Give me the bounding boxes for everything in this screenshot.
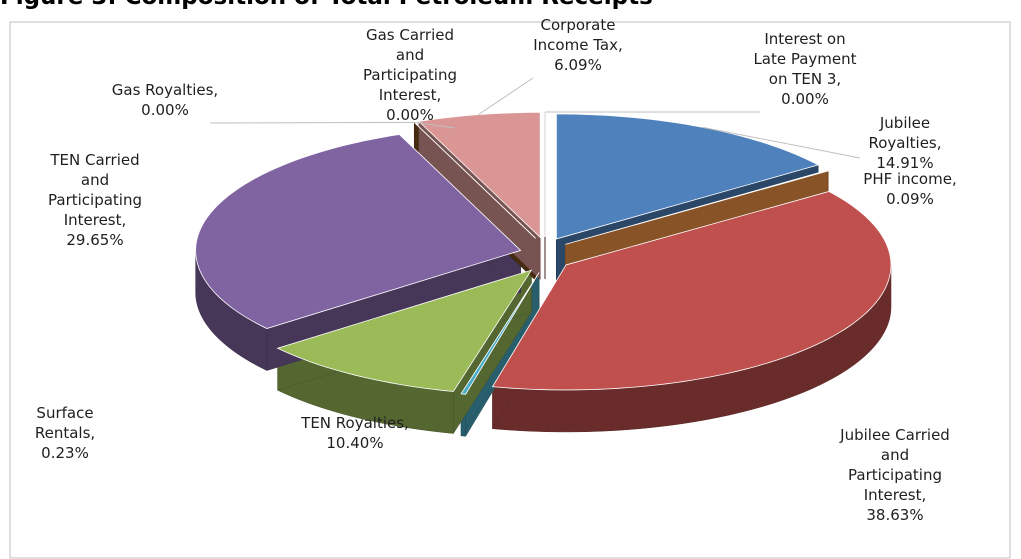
leader-line [209,121,415,124]
data-label: PHF income, 0.09% [863,170,956,208]
leader-line [703,126,861,159]
data-label: Corporate Income Tax, 6.09% [533,16,622,74]
slice-tops [195,111,892,395]
data-label: Jubilee Carried and Participating Interest,… [839,426,950,524]
data-label: Gas Carried and Participating Interest, 0.00… [363,26,457,124]
slice [565,169,830,245]
slice [195,134,522,329]
slice [276,269,533,392]
slice [460,272,540,395]
leader-line [478,77,534,116]
slice [417,111,541,239]
data-label: TEN Carried and Participating Interest, 29.6… [48,151,142,249]
leader-line [414,121,456,129]
chart-title: Figure 3: Composition of Total Petroleum… [0,0,653,10]
data-label: Interest on Late Payment on TEN 3, 0.00% [753,30,856,108]
data-label: Jubilee Royalties, 14.91% [868,114,941,172]
data-label: TEN Royalties, 10.40% [300,414,409,452]
data-label: Surface Rentals, 0.23% [35,404,95,462]
data-label: Gas Royalties, 0.00% [112,81,218,119]
slice [491,191,892,391]
